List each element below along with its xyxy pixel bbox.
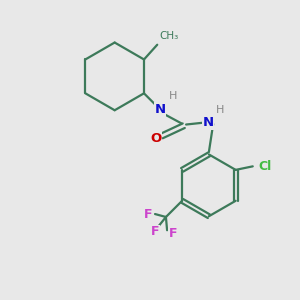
Text: F: F: [151, 225, 159, 238]
Text: H: H: [216, 104, 224, 115]
Text: CH₃: CH₃: [160, 31, 179, 41]
Text: O: O: [150, 132, 161, 145]
Text: F: F: [144, 208, 153, 220]
Text: N: N: [202, 116, 213, 129]
Text: N: N: [154, 103, 166, 116]
Text: Cl: Cl: [259, 160, 272, 173]
Text: H: H: [168, 91, 177, 101]
Text: F: F: [169, 227, 177, 240]
